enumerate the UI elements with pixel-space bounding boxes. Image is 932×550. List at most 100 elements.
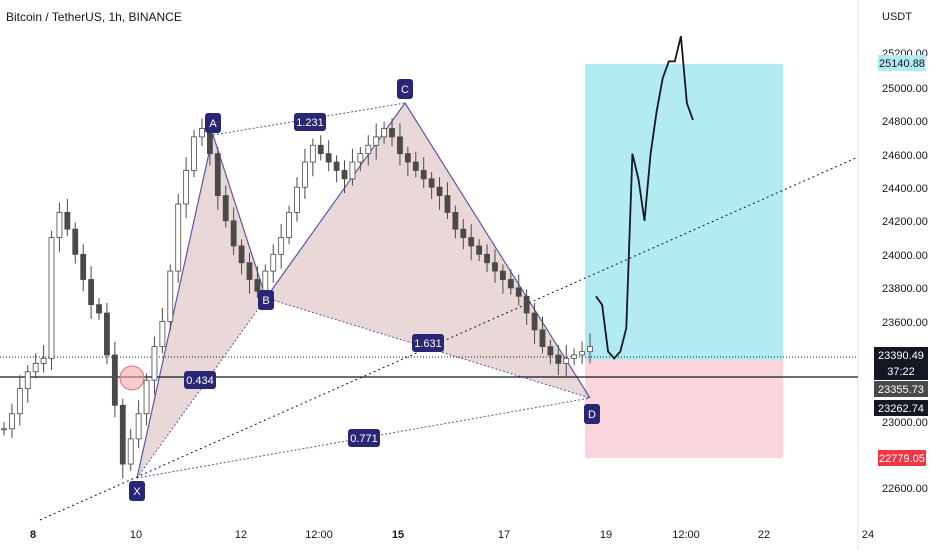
candle-body xyxy=(167,270,174,322)
ratio-label-0771: 0.771 xyxy=(348,429,380,447)
candle-body xyxy=(531,312,538,331)
ratio-label-1631: 1.631 xyxy=(412,334,444,352)
svg-text:A: A xyxy=(209,118,217,130)
svg-text:0.771: 0.771 xyxy=(350,433,378,445)
time-tick-1: 10 xyxy=(130,529,142,541)
candle-body xyxy=(222,195,229,222)
time-tick-5: 17 xyxy=(498,529,510,541)
candle-body xyxy=(555,354,562,364)
candle-body xyxy=(1,428,7,431)
candle-body xyxy=(587,346,593,353)
candle-body xyxy=(404,153,411,163)
price-tick-4: 24400.00 xyxy=(882,183,928,195)
ratio-line-xb xyxy=(136,297,267,479)
candle-body xyxy=(135,413,142,440)
ratio-label-1231: 1.231 xyxy=(294,113,326,131)
candle-body xyxy=(191,136,197,171)
price-tick-6: 24000.00 xyxy=(882,250,928,262)
pattern-bcd-triangle xyxy=(266,103,590,398)
candle-body xyxy=(357,153,364,163)
candle-body xyxy=(317,144,324,155)
price-tick-10: 23000.00 xyxy=(882,417,928,429)
candle-body xyxy=(373,136,380,146)
candle-body xyxy=(412,161,419,171)
time-tick-3: 12:00 xyxy=(305,529,333,541)
svg-text:0.434: 0.434 xyxy=(186,375,214,387)
candle-body xyxy=(24,371,31,389)
candle-body xyxy=(507,279,514,289)
candle-body xyxy=(499,270,506,280)
price-badge-level-2: 23262.74 xyxy=(874,400,928,416)
svg-text:23262.74: 23262.74 xyxy=(878,403,924,415)
candle-body xyxy=(270,253,277,272)
candle-body xyxy=(104,312,110,356)
candle-body xyxy=(294,186,300,213)
candle-body xyxy=(56,211,63,238)
highlight-circle xyxy=(119,365,145,391)
candle-body xyxy=(523,295,530,314)
candle-body xyxy=(444,195,451,213)
trend-line xyxy=(39,156,859,521)
candle-body xyxy=(9,413,15,430)
candle-body xyxy=(278,237,285,255)
svg-text:C: C xyxy=(401,84,409,96)
price-tick-2: 24800.00 xyxy=(882,116,928,128)
candle-body xyxy=(492,262,498,272)
candle-body xyxy=(254,279,261,292)
candle-body xyxy=(48,237,55,359)
price-tick-7: 23800.00 xyxy=(882,283,928,295)
candle-body xyxy=(175,203,182,272)
candle-body xyxy=(16,388,23,415)
candle-body xyxy=(539,329,546,348)
svg-text:X: X xyxy=(133,486,141,498)
candle-body xyxy=(96,304,102,314)
time-tick-0: 8 xyxy=(30,529,36,541)
candle-body xyxy=(452,211,459,230)
price-axis-ticks: 25200.0025000.0024800.0024600.0024400.00… xyxy=(882,48,928,495)
point-label-b: B xyxy=(258,290,274,310)
candle-body xyxy=(428,178,435,188)
price-tick-5: 24200.00 xyxy=(882,216,928,228)
point-label-d: D xyxy=(584,404,600,424)
price-badge-current: 23390.49 37:22 xyxy=(874,347,928,380)
price-badge-level-1: 23355.73 xyxy=(874,381,928,397)
candle-body xyxy=(119,404,126,465)
time-tick-6: 19 xyxy=(600,529,612,541)
svg-text:23355.73: 23355.73 xyxy=(878,384,924,396)
candle-body xyxy=(389,128,395,138)
candle-body xyxy=(199,128,205,138)
candle-body xyxy=(563,357,570,364)
svg-text:B: B xyxy=(262,295,269,307)
candle-body xyxy=(262,270,269,292)
candle-body xyxy=(381,128,388,138)
svg-text:1.231: 1.231 xyxy=(296,117,324,129)
svg-text:25140.88: 25140.88 xyxy=(879,58,925,70)
candle-body xyxy=(547,346,554,356)
candle-body xyxy=(238,245,245,264)
price-tick-3: 24600.00 xyxy=(882,150,928,162)
point-label-x: X xyxy=(129,481,145,501)
candle-body xyxy=(333,161,340,171)
candle-body xyxy=(72,228,79,255)
candle-body xyxy=(111,354,118,406)
candle-body xyxy=(515,287,522,297)
time-tick-7: 12:00 xyxy=(672,529,700,541)
candle-body xyxy=(159,321,166,348)
time-tick-4: 15 xyxy=(392,529,404,541)
candle-body xyxy=(484,253,490,264)
price-tick-8: 23600.00 xyxy=(882,317,928,329)
candle-body xyxy=(460,228,467,238)
point-label-c: C xyxy=(397,79,413,99)
ratio-label-0434: 0.434 xyxy=(184,371,216,389)
candle-body xyxy=(286,211,292,238)
svg-text:37:22: 37:22 xyxy=(887,366,915,378)
time-tick-2: 12 xyxy=(235,529,247,541)
stop-zone xyxy=(585,360,783,458)
candle-body xyxy=(325,153,332,163)
price-badge-stop: 22779.05 xyxy=(878,450,926,466)
price-tick-1: 25000.00 xyxy=(882,83,928,95)
candle-body xyxy=(127,438,134,465)
candle-body xyxy=(436,186,443,197)
candle-body xyxy=(88,279,95,306)
